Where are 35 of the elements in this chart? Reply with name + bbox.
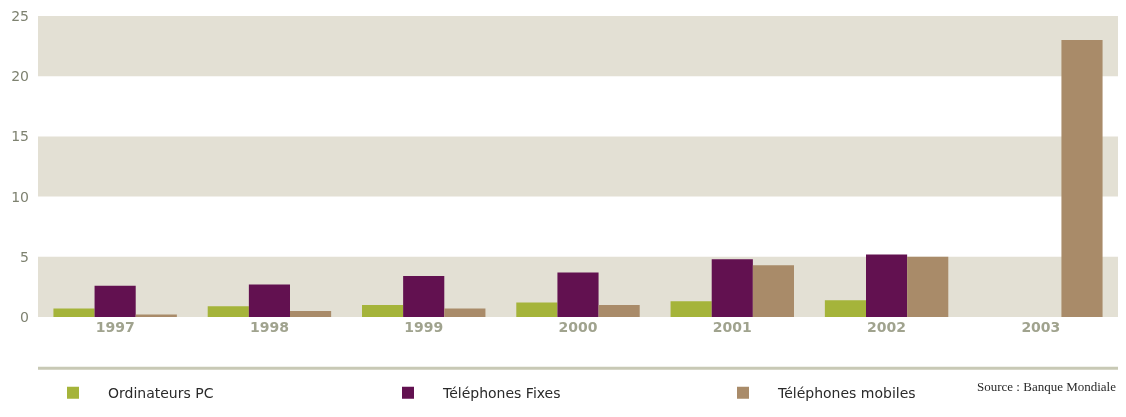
- bar: [207, 306, 249, 317]
- bar: [53, 308, 95, 317]
- y-tick-label: 20: [11, 68, 29, 85]
- bar: [403, 276, 445, 317]
- x-tick-label: 2003: [1021, 319, 1061, 335]
- bar: [824, 300, 866, 317]
- bar: [866, 254, 908, 317]
- bar: [444, 308, 486, 317]
- source-note: Source : Banque Mondiale: [977, 379, 1117, 394]
- legend-label: Ordinateurs PC: [108, 385, 214, 402]
- y-tick-label: 15: [11, 128, 29, 145]
- y-tick-label: 0: [20, 308, 29, 325]
- x-tick-label: 1998: [249, 319, 289, 335]
- bar: [907, 256, 949, 317]
- bar: [362, 304, 404, 317]
- x-tick-label: 1997: [95, 319, 135, 335]
- legend-label: Téléphones Fixes: [442, 385, 561, 402]
- bar: [248, 284, 290, 317]
- bar: [516, 302, 558, 317]
- bar: [94, 285, 136, 317]
- bar: [1061, 40, 1103, 317]
- bar: [598, 304, 640, 317]
- bar: [670, 301, 712, 317]
- y-tick-label: 25: [11, 7, 29, 24]
- y-tick-label: 10: [11, 188, 29, 205]
- x-tick-label: 2001: [712, 319, 752, 335]
- bar: [711, 259, 753, 317]
- x-tick-label: 1999: [404, 319, 444, 335]
- bar: [752, 265, 794, 317]
- y-tick-label: 5: [20, 248, 29, 265]
- bar: [557, 272, 599, 317]
- x-tick-label: 2000: [558, 319, 598, 335]
- bar: [290, 310, 332, 317]
- legend-label: Téléphones mobiles: [777, 385, 916, 402]
- x-tick-label: 2002: [867, 319, 907, 335]
